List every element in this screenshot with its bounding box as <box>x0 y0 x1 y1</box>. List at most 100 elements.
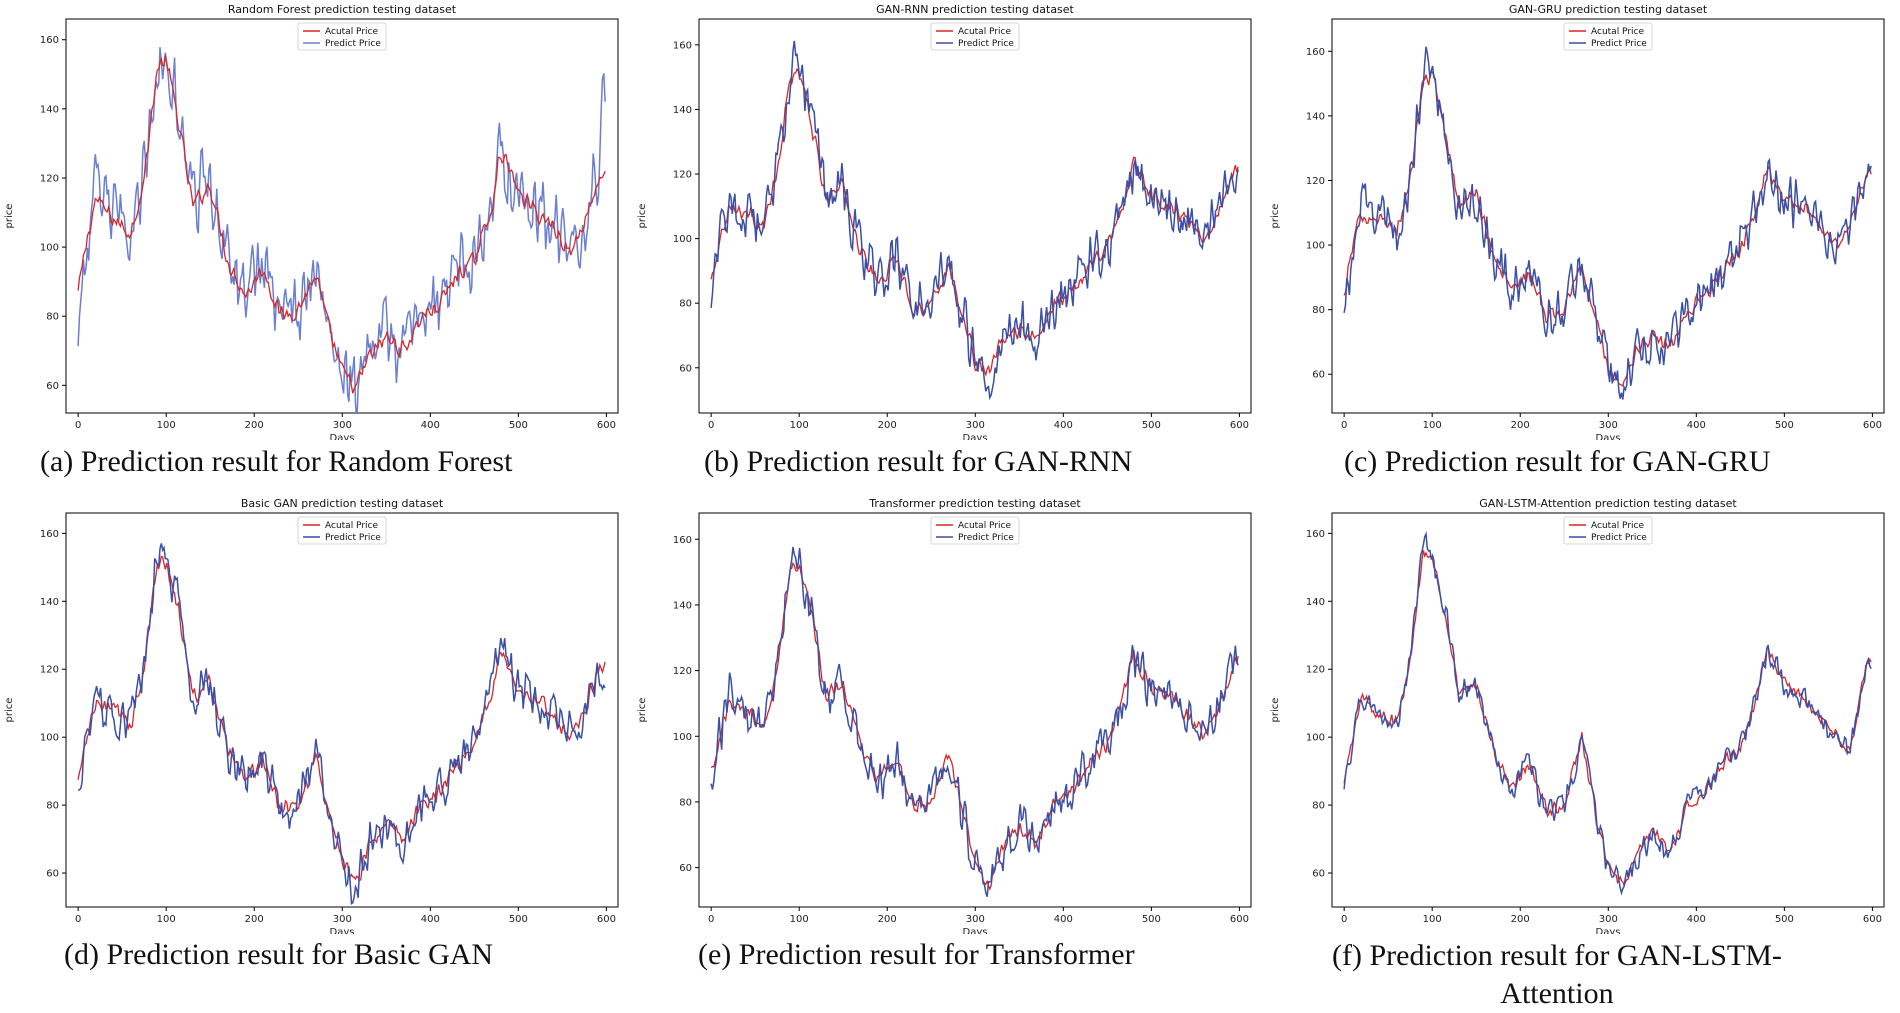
y-tick-label: 120 <box>673 170 692 181</box>
y-tick-label: 80 <box>46 312 59 323</box>
y-tick-label: 140 <box>673 105 692 116</box>
y-tick-label: 140 <box>40 597 59 608</box>
y-tick-label: 60 <box>679 863 692 874</box>
chart-svg: Basic GAN prediction testing dataset 0 100… <box>4 497 619 934</box>
x-axis-label: Days <box>330 433 355 440</box>
series-line-predict-price <box>77 543 606 905</box>
legend-label: Acutal Price <box>325 521 378 531</box>
legend-label: Predict Price <box>958 533 1014 543</box>
x-tick-label: 500 <box>1142 420 1161 431</box>
x-tick-label: 600 <box>1863 420 1882 431</box>
x-tick-label: 400 <box>1687 914 1706 925</box>
y-tick-label: 100 <box>1306 733 1325 744</box>
x-tick-label: 500 <box>509 914 528 925</box>
plot-frame <box>1331 512 1885 908</box>
y-tick-label: 120 <box>1306 665 1325 676</box>
x-tick-label: 400 <box>421 420 440 431</box>
x-tick-label: 500 <box>1142 914 1161 925</box>
x-tick-label: 100 <box>1423 914 1442 925</box>
chart-title: GAN-RNN prediction testing dataset <box>876 3 1074 16</box>
y-axis-label: price <box>4 204 15 229</box>
x-tick-label: 0 <box>708 914 714 925</box>
x-tick-label: 100 <box>157 420 176 431</box>
x-tick-label: 400 <box>1054 420 1073 431</box>
y-axis-label: price <box>1270 698 1281 723</box>
y-axis-label: price <box>637 204 648 229</box>
y-tick-label: 60 <box>46 869 59 880</box>
series-line-actual-price <box>710 67 1239 377</box>
y-tick-label: 60 <box>46 381 59 392</box>
y-tick-label: 80 <box>679 299 692 310</box>
legend-label: Acutal Price <box>1591 27 1644 37</box>
y-tick-label: 60 <box>679 363 692 374</box>
y-tick-label: 160 <box>673 535 692 546</box>
x-tick-label: 600 <box>597 914 616 925</box>
legend-label: Predict Price <box>958 39 1014 49</box>
x-tick-label: 200 <box>1511 420 1530 431</box>
x-tick-label: 100 <box>157 914 176 925</box>
series-line-actual-price <box>77 555 606 882</box>
chart-title: GAN-GRU prediction testing dataset <box>1509 3 1708 16</box>
chart-svg: GAN-GRU prediction testing dataset 0 100 20… <box>1270 3 1885 440</box>
x-tick-label: 0 <box>708 420 714 431</box>
y-tick-label: 100 <box>40 243 59 254</box>
chart-title: Transformer prediction testing dataset <box>868 497 1081 510</box>
y-tick-label: 120 <box>40 665 59 676</box>
x-axis-label: Days <box>963 927 988 934</box>
x-axis-label: Days <box>963 433 988 440</box>
x-axis-label: Days <box>1596 433 1621 440</box>
chart-svg: Transformer prediction testing dataset 0 1… <box>637 497 1252 934</box>
y-tick-label: 160 <box>40 35 59 46</box>
chart-title: Basic GAN prediction testing dataset <box>241 497 444 510</box>
x-tick-label: 500 <box>1775 914 1794 925</box>
series-line-predict-price <box>710 40 1239 401</box>
y-tick-label: 80 <box>46 801 59 812</box>
y-tick-label: 100 <box>40 733 59 744</box>
x-tick-label: 400 <box>1687 420 1706 431</box>
x-axis-label: Days <box>330 927 355 934</box>
y-tick-label: 100 <box>1306 241 1325 252</box>
series-line-predict-price <box>710 546 1239 898</box>
x-tick-label: 0 <box>1341 420 1347 431</box>
x-tick-label: 300 <box>1599 420 1618 431</box>
y-tick-label: 80 <box>1312 801 1325 812</box>
y-axis-label: price <box>4 698 15 723</box>
chart-svg: Random Forest prediction testing dataset… <box>4 3 619 440</box>
plot-frame <box>698 18 1252 414</box>
x-tick-label: 300 <box>333 914 352 925</box>
x-tick-label: 500 <box>1775 420 1794 431</box>
x-tick-label: 100 <box>790 420 809 431</box>
series-line-actual-price <box>1343 550 1872 888</box>
legend-label: Predict Price <box>1591 533 1647 543</box>
y-tick-label: 120 <box>1306 176 1325 187</box>
chart-svg: GAN-LSTM-Attention prediction testing da… <box>1270 497 1885 934</box>
x-tick-label: 300 <box>966 914 985 925</box>
chart-panel-gan-lstm-attention: GAN-LSTM-Attention prediction testing da… <box>1266 494 1899 994</box>
x-tick-label: 200 <box>1511 914 1530 925</box>
y-tick-label: 60 <box>1312 869 1325 880</box>
x-tick-label: 0 <box>75 914 81 925</box>
chart-title: Random Forest prediction testing dataset <box>228 3 457 16</box>
x-tick-label: 300 <box>966 420 985 431</box>
y-tick-label: 160 <box>1306 529 1325 540</box>
x-tick-label: 200 <box>245 914 264 925</box>
y-axis-label: price <box>637 698 648 723</box>
x-tick-label: 600 <box>1863 914 1882 925</box>
chart-svg: GAN-RNN prediction testing dataset 0 100 20… <box>637 3 1252 440</box>
y-tick-label: 140 <box>1306 111 1325 122</box>
x-tick-label: 400 <box>421 914 440 925</box>
caption-b: (b) Prediction result for GAN-RNN <box>704 445 1133 478</box>
x-tick-label: 0 <box>1341 914 1347 925</box>
x-tick-label: 600 <box>1230 914 1249 925</box>
caption-c: (c) Prediction result for GAN-GRU <box>1344 445 1771 478</box>
x-tick-label: 200 <box>245 420 264 431</box>
legend-label: Acutal Price <box>958 521 1011 531</box>
x-tick-label: 200 <box>878 420 897 431</box>
y-tick-label: 140 <box>1306 597 1325 608</box>
caption-d: (d) Prediction result for Basic GAN <box>64 938 494 971</box>
caption-f: (f) Prediction result for GAN-LSTM- Atte… <box>1332 939 1782 1010</box>
chart-panel-gan-gru: GAN-GRU prediction testing dataset 0 100 20… <box>1266 0 1899 500</box>
legend-label: Predict Price <box>325 533 381 543</box>
x-tick-label: 300 <box>1599 914 1618 925</box>
y-tick-label: 120 <box>673 666 692 677</box>
